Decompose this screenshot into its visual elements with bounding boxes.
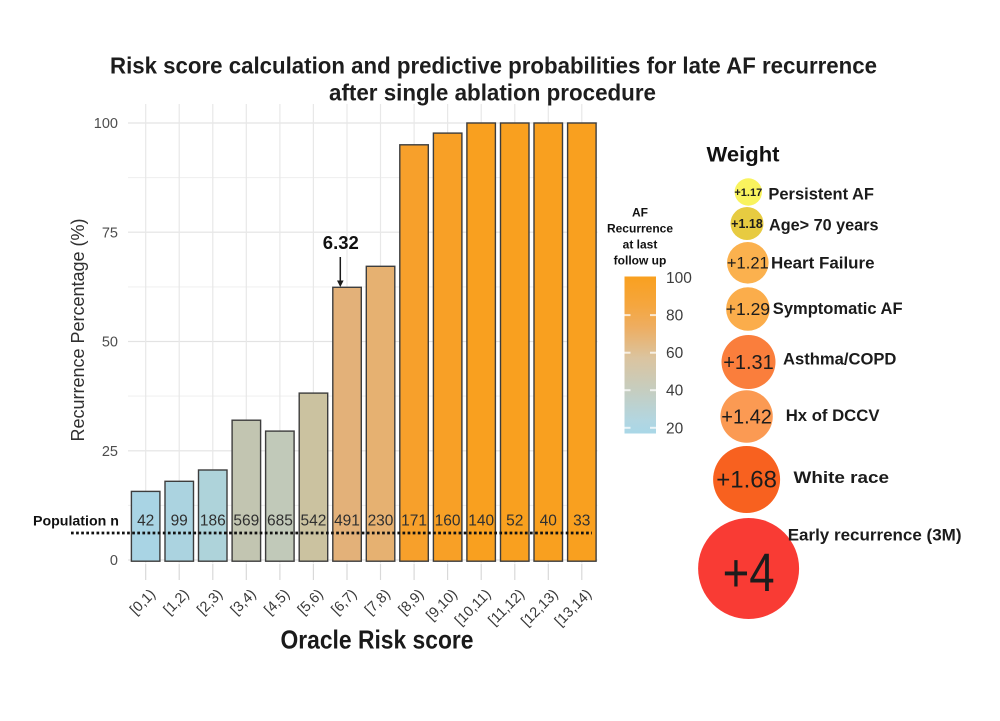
svg-text:33: 33	[573, 513, 590, 530]
svg-text:+1.31: +1.31	[723, 352, 774, 374]
svg-text:Risk score calculation and pre: Risk score calculation and predictive pr…	[110, 53, 877, 79]
svg-text:White race: White race	[794, 468, 890, 487]
svg-text:6.32: 6.32	[323, 232, 359, 253]
svg-text:0: 0	[110, 553, 118, 569]
svg-text:491: 491	[334, 513, 360, 530]
svg-text:186: 186	[200, 513, 226, 530]
svg-text:at last: at last	[623, 238, 658, 252]
svg-text:160: 160	[435, 513, 461, 530]
svg-text:Asthma/COPD: Asthma/COPD	[783, 350, 896, 369]
svg-text:+1.21: +1.21	[727, 255, 769, 273]
svg-text:40: 40	[540, 513, 558, 530]
svg-text:99: 99	[171, 513, 188, 530]
svg-text:Heart Failure: Heart Failure	[771, 254, 875, 273]
svg-text:+1.42: +1.42	[721, 407, 772, 429]
svg-text:Symptomatic AF: Symptomatic AF	[773, 299, 903, 318]
svg-text:Age> 70 years: Age> 70 years	[769, 216, 879, 235]
svg-text:52: 52	[506, 513, 523, 530]
svg-text:Hx of DCCV: Hx of DCCV	[786, 406, 880, 425]
svg-text:40: 40	[666, 383, 684, 400]
svg-text:AF: AF	[632, 206, 648, 220]
svg-text:20: 20	[666, 420, 684, 437]
svg-text:100: 100	[666, 270, 692, 287]
svg-text:171: 171	[401, 513, 427, 530]
svg-text:+1.68: +1.68	[716, 467, 777, 494]
svg-text:+1.17: +1.17	[734, 187, 762, 199]
svg-text:75: 75	[102, 225, 118, 241]
svg-text:Oracle Risk score: Oracle Risk score	[281, 625, 474, 655]
svg-text:+1.29: +1.29	[726, 299, 770, 319]
svg-text:542: 542	[300, 513, 326, 530]
svg-text:569: 569	[233, 513, 259, 530]
svg-text:+4: +4	[723, 543, 775, 603]
svg-text:100: 100	[94, 116, 118, 132]
svg-text:Early recurrence (3M): Early recurrence (3M)	[788, 525, 962, 544]
svg-text:230: 230	[368, 513, 394, 530]
svg-text:140: 140	[468, 513, 494, 530]
svg-text:follow up: follow up	[614, 254, 667, 268]
svg-text:25: 25	[102, 444, 118, 460]
svg-text:Persistent AF: Persistent AF	[768, 185, 874, 204]
svg-text:80: 80	[666, 308, 684, 325]
svg-text:60: 60	[666, 345, 684, 362]
svg-text:+1.18: +1.18	[731, 217, 763, 231]
svg-text:Recurrence: Recurrence	[607, 222, 673, 236]
svg-text:50: 50	[102, 335, 118, 351]
svg-text:Weight: Weight	[707, 143, 780, 167]
svg-text:Recurrence Percentage (%): Recurrence Percentage (%)	[68, 218, 88, 441]
svg-text:after single ablation procedur: after single ablation procedure	[329, 80, 656, 106]
svg-text:42: 42	[137, 513, 154, 530]
svg-text:Population n: Population n	[33, 514, 119, 530]
svg-text:685: 685	[267, 513, 293, 530]
